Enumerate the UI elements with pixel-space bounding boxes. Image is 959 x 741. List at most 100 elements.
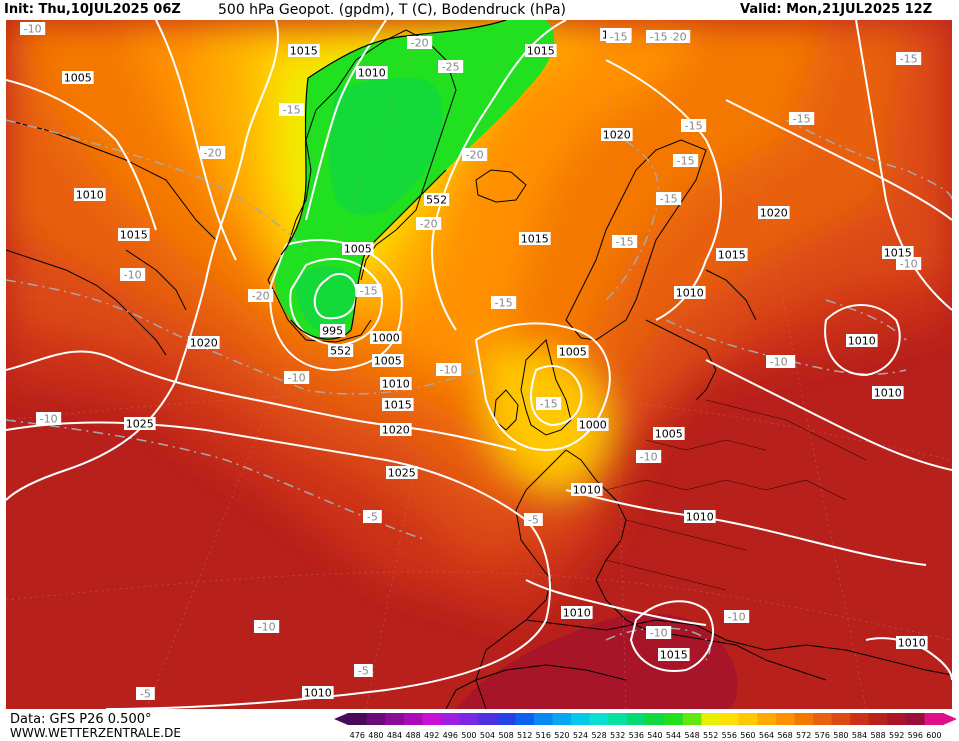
temperature-label: -10 xyxy=(646,626,672,640)
label-text: 1020 xyxy=(760,207,788,220)
colorbar-cell xyxy=(887,713,907,725)
temperature-label: -15 xyxy=(646,30,672,44)
label-box xyxy=(386,466,418,479)
colorbar-cell xyxy=(645,713,665,725)
colorbar-cell xyxy=(794,713,814,725)
label-box xyxy=(896,52,922,65)
temperature-label: -10 xyxy=(254,620,280,634)
temperature-label: -15 xyxy=(356,284,382,298)
temperature-label: -10 xyxy=(436,363,462,377)
label-box xyxy=(665,30,691,43)
label-text: 1015 xyxy=(718,249,746,262)
colorbar-cell xyxy=(906,713,926,725)
label-text: -20 xyxy=(252,290,270,303)
colorbar-label: 524 xyxy=(573,731,588,740)
temperature-label: -20 xyxy=(416,217,442,231)
label-box xyxy=(606,30,632,43)
label-box xyxy=(577,418,609,431)
pressure-label: 1000 xyxy=(577,418,609,432)
colorbar-cell xyxy=(459,713,479,725)
pressure-label: 1010 xyxy=(302,686,334,700)
pressure-label: 1010 xyxy=(684,510,716,524)
temperature-label: -20 xyxy=(462,148,488,162)
colorbar-cell xyxy=(403,713,423,725)
colorbar-arrow-right xyxy=(943,713,956,725)
label-box xyxy=(524,513,543,526)
label-text: -15 xyxy=(495,297,513,310)
colorbar-label: 600 xyxy=(926,731,941,740)
temperature-label: -25 xyxy=(438,60,464,74)
pressure-label: 1010 xyxy=(380,377,412,391)
temperature-label: -5 xyxy=(363,510,382,524)
label-text: 1005 xyxy=(344,243,372,256)
temperature-label: -20 xyxy=(248,289,274,303)
label-box xyxy=(124,417,156,430)
label-text: -5 xyxy=(140,688,151,701)
colorbar-cell xyxy=(813,713,833,725)
mediterranean-coast xyxy=(525,619,952,676)
temperature-label: -20 xyxy=(407,36,433,50)
label-box xyxy=(789,112,815,125)
british-isles-coast xyxy=(493,339,572,436)
colorbar-label: 552 xyxy=(703,731,718,740)
label-text: -10 xyxy=(650,627,668,640)
colorbar-label: 572 xyxy=(796,731,811,740)
geopotential-label: 552 xyxy=(424,193,450,207)
pressure-label: 1020 xyxy=(758,206,790,220)
label-text: 1010 xyxy=(898,637,926,650)
pressure-label: 1010 xyxy=(561,606,593,620)
label-text: -20 xyxy=(411,37,429,50)
temperature-label: -10 xyxy=(636,450,662,464)
pressure-label: 1010 xyxy=(674,286,706,300)
temperature-label: -5 xyxy=(136,687,155,701)
low-pressure-green-inner-2 xyxy=(296,265,355,332)
colorbar-cell xyxy=(422,713,442,725)
temperature-label: -10 xyxy=(284,371,310,385)
pressure-label: 1005 xyxy=(342,242,374,256)
forecast-map: 1015 1005 1010 1015 1020 1015 1010 1020 1015 1020… xyxy=(6,20,952,709)
colorbar-label: 548 xyxy=(684,731,699,740)
label-text: 1015 xyxy=(384,399,412,412)
colorbar-label: 592 xyxy=(889,731,904,740)
label-box xyxy=(74,188,106,201)
label-box xyxy=(557,345,589,358)
temperature-label: -10 xyxy=(896,257,922,271)
label-box xyxy=(372,354,404,367)
label-box xyxy=(370,331,402,344)
label-text: 1010 xyxy=(874,387,902,400)
label-text: -5 xyxy=(528,514,539,527)
colorbar-label: 500 xyxy=(461,731,476,740)
map-title: 500 hPa Geopot. (gpdm), T (C), Bodendruc… xyxy=(218,2,566,18)
colorbar-label: 508 xyxy=(498,731,513,740)
label-text: -20 xyxy=(466,149,484,162)
label-text: -5 xyxy=(367,511,378,524)
colorbar-label: 560 xyxy=(740,731,755,740)
country-borders xyxy=(605,399,867,591)
pressure-label: 1010 xyxy=(846,334,878,348)
label-text: 1015 xyxy=(527,45,555,58)
pressure-label: 1020 xyxy=(188,336,220,350)
data-source-label: Data: GFS P26 0.500° xyxy=(10,712,152,727)
colorbar-label: 568 xyxy=(777,731,792,740)
label-text: 552 xyxy=(330,345,351,358)
colorbar-label: 504 xyxy=(480,731,495,740)
pressure-label: 1005 xyxy=(372,354,404,368)
temperature-label: -10 xyxy=(766,355,792,369)
colorbar-cell xyxy=(775,713,795,725)
label-box xyxy=(356,284,382,297)
label-text: 1015 xyxy=(290,45,318,58)
colorbar-label: 596 xyxy=(908,731,923,740)
website-label: WWW.WETTERZENTRALE.DE xyxy=(10,726,181,740)
temperature-label: -20 xyxy=(665,30,691,44)
temperature-label: -10 xyxy=(120,268,146,282)
colorbar-label: 492 xyxy=(424,731,439,740)
colorbar-cell xyxy=(701,713,721,725)
label-box xyxy=(462,148,488,161)
temperature-label: -10 xyxy=(20,22,46,36)
temperature-label: -15 xyxy=(789,112,815,126)
colorbar-cell xyxy=(552,713,572,725)
label-text: -15 xyxy=(793,113,811,126)
colorbar-cell xyxy=(515,713,535,725)
label-box xyxy=(766,355,792,368)
label-box xyxy=(896,636,928,649)
